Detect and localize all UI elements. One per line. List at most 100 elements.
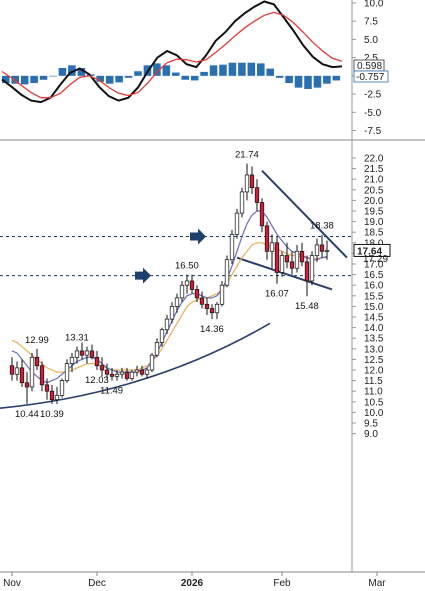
candle-up xyxy=(314,244,320,256)
candle-up xyxy=(229,233,235,261)
candle-up xyxy=(54,395,60,401)
price-y-tick-label: 13.0 xyxy=(364,344,384,355)
last-price-label-secondary: 17.29 xyxy=(363,254,388,265)
x-tick-label: Dec xyxy=(88,578,106,589)
candle-down xyxy=(44,384,50,392)
price-y-tick-label: 21.0 xyxy=(364,175,384,186)
price-annotation: 16.50 xyxy=(175,261,199,272)
candle-up xyxy=(144,369,150,375)
candle-up xyxy=(224,259,230,286)
price-y-tick-label: 11.5 xyxy=(364,376,383,387)
candle-up xyxy=(74,350,80,358)
price-y-tick-label: 18.5 xyxy=(364,228,384,239)
macd-histogram-bar xyxy=(134,71,142,76)
macd-histogram-bar xyxy=(209,65,218,76)
candle-up xyxy=(134,369,140,373)
candle-up xyxy=(269,242,275,252)
macd-y-tick-label: 10.0 xyxy=(364,0,384,9)
price-y-tick-label: 18.0 xyxy=(364,238,384,249)
price-y-tick-label: 9.0 xyxy=(364,429,378,440)
candle-up xyxy=(69,356,75,364)
price-y-tick-label: 21.5 xyxy=(364,164,384,175)
macd-histogram-bar xyxy=(124,75,133,78)
x-tick-label: Mar xyxy=(368,578,386,589)
macd-histogram-bar xyxy=(181,75,189,80)
macd-histogram-bar xyxy=(219,64,227,76)
candle-up xyxy=(59,380,65,396)
x-axis: Nov Dec 2026 Feb Mar xyxy=(0,571,425,589)
macd-histogram-bar xyxy=(285,75,293,84)
macd-histogram-bar xyxy=(49,75,57,77)
candle-up xyxy=(164,318,170,331)
macd-histogram-bar xyxy=(172,72,180,76)
macd-histogram-bar xyxy=(238,62,246,76)
candle-down xyxy=(89,350,95,358)
price-annotation: 18.38 xyxy=(310,221,334,232)
candle-down xyxy=(199,297,205,305)
candle-down xyxy=(274,242,280,273)
trend-arc xyxy=(0,322,271,409)
price-y-tick-label: 15.0 xyxy=(364,302,384,313)
price-y-tick-label: 17.0 xyxy=(364,260,384,271)
macd-histogram-bar xyxy=(68,65,76,76)
candle-down xyxy=(24,382,30,388)
price-annotation: 10.44 xyxy=(15,409,39,420)
arrow-marker xyxy=(190,228,206,245)
candle-down xyxy=(249,174,255,189)
candle-up xyxy=(64,363,70,381)
candle-down xyxy=(49,390,55,401)
candle-down xyxy=(299,250,305,263)
last-price-box xyxy=(353,243,391,257)
price-panel: 22.021.521.020.520.019.519.018.518.017.5… xyxy=(0,140,391,572)
macd-histogram-bar xyxy=(20,75,29,85)
macd-histogram-bar xyxy=(30,75,38,84)
price-y-tick-label: 9.5 xyxy=(364,419,378,430)
macd-histogram-bar xyxy=(228,62,237,76)
candle-down xyxy=(9,365,15,375)
price-y-tick-label: 19.5 xyxy=(364,207,384,218)
last-price-label: 17.64 xyxy=(357,246,382,257)
macd-histogram-bar xyxy=(323,75,331,84)
candle-down xyxy=(79,350,85,356)
x-tick-label: 2026 xyxy=(181,578,204,589)
candle-down xyxy=(259,202,265,227)
wedge-lower-line xyxy=(236,256,333,291)
candle-up xyxy=(129,371,135,379)
price-annotation: 11.49 xyxy=(100,386,123,397)
candle-up xyxy=(84,350,90,356)
macd-histogram-bar xyxy=(105,75,114,84)
macd-value-box xyxy=(353,70,389,83)
macd-histogram-bar xyxy=(190,75,199,81)
candle-up xyxy=(214,303,220,314)
candle-up xyxy=(239,191,245,214)
ma-slow-line xyxy=(11,242,327,373)
candle-up xyxy=(149,354,155,371)
candle-down xyxy=(264,225,270,252)
candle-up xyxy=(244,174,250,193)
price-y-tick-label: 10.5 xyxy=(364,397,384,408)
price-y-tick-label: 11.0 xyxy=(364,387,383,398)
candle-down xyxy=(19,367,25,384)
candle-down xyxy=(104,369,110,375)
price-y-tick-label: 14.0 xyxy=(364,323,384,334)
arrow-marker xyxy=(135,267,151,284)
price-y-tick-label: 15.5 xyxy=(364,291,384,302)
price-y-tick-label: 20.5 xyxy=(364,185,384,196)
x-tick-label: Feb xyxy=(273,578,291,589)
candle-down xyxy=(289,261,295,269)
macd-histogram-bar xyxy=(153,63,161,76)
candle-down xyxy=(304,261,310,282)
price-y-tick-label: 14.5 xyxy=(364,313,384,324)
candle-down xyxy=(284,255,290,263)
macd-histogram-bar xyxy=(77,67,86,76)
macd-y-tick-label: 7.5 xyxy=(364,17,378,28)
macd-plot-area xyxy=(0,0,352,140)
price-y-tick-label: 22.0 xyxy=(364,154,384,165)
macd-panel: 10.07.55.02.50.0-2.5-5.0-7.50.598-0.757 xyxy=(0,0,425,141)
candle-up xyxy=(184,280,190,286)
macd-value-label: 0.598 xyxy=(357,61,382,72)
price-y-tick-label: 16.0 xyxy=(364,281,384,292)
candle-up xyxy=(114,373,120,377)
candle-down xyxy=(254,187,260,203)
